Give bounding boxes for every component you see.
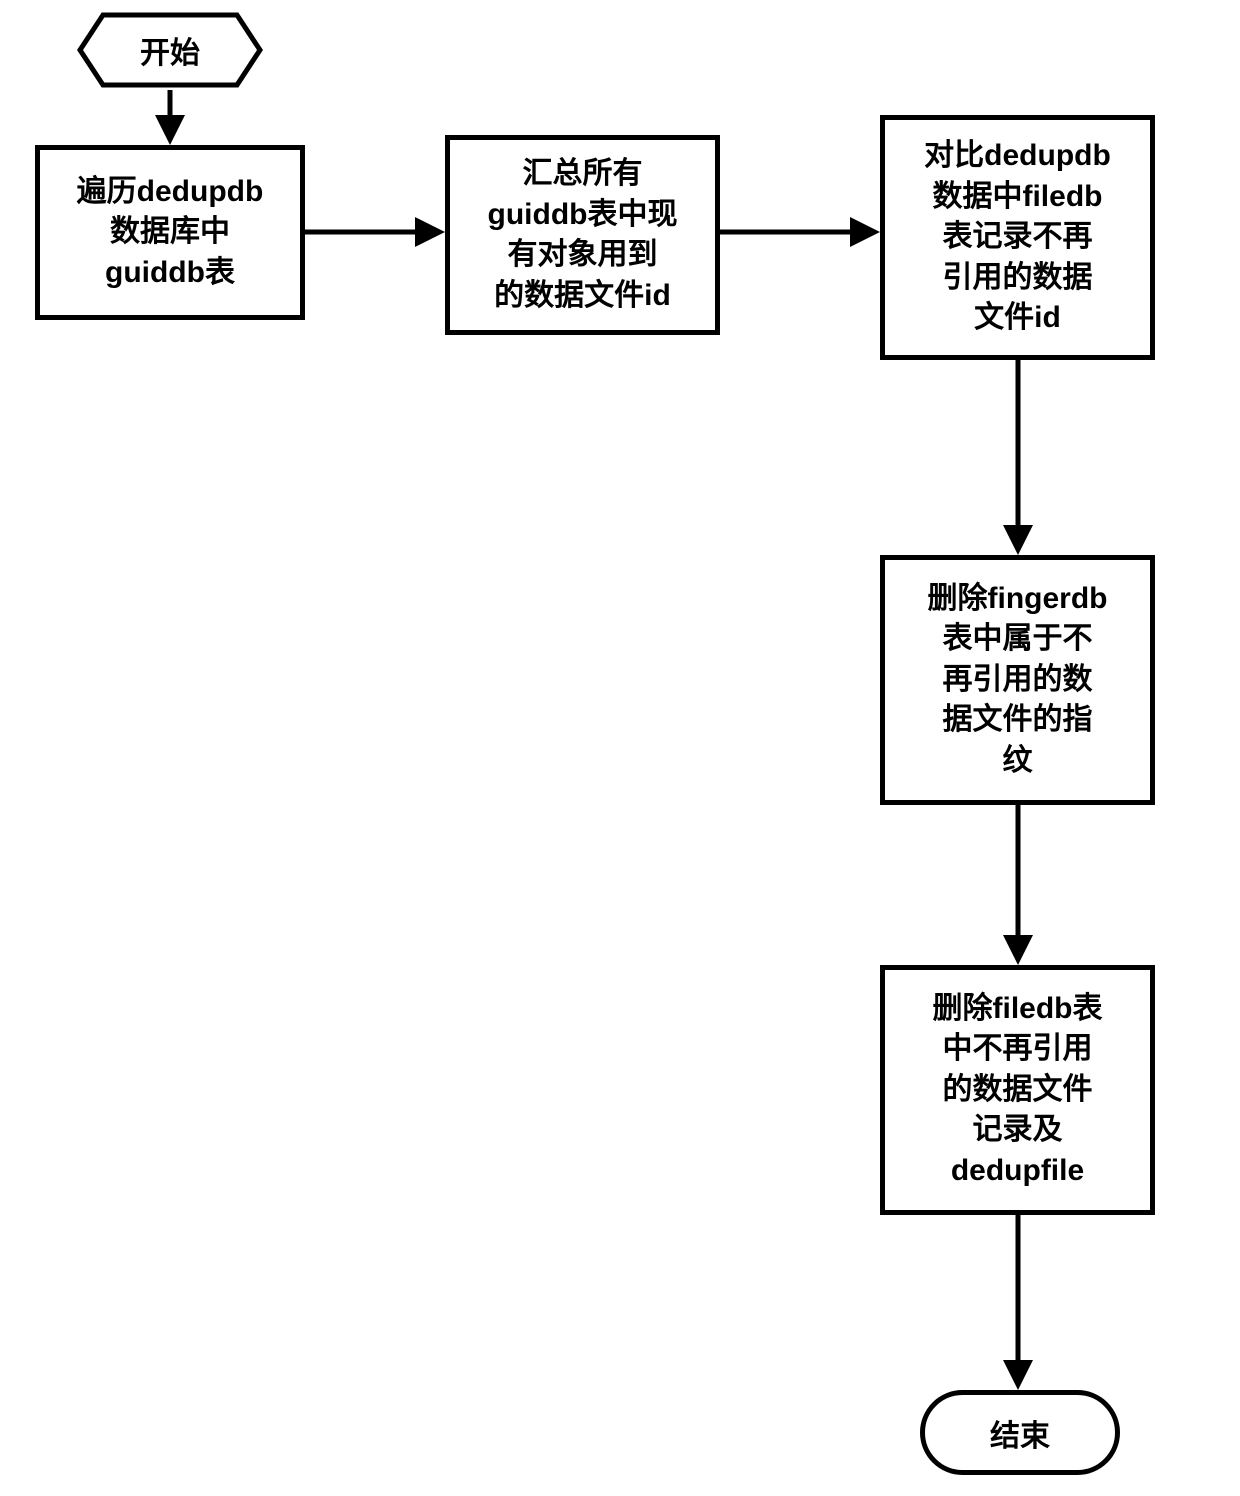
step2-node: 汇总所有 guiddb表中现 有对象用到 的数据文件id [445, 135, 720, 335]
step4-text: 删除fingerdb 表中属于不 再引用的数 据文件的指 纹 [928, 579, 1108, 782]
step5-text: 删除filedb表 中不再引用 的数据文件 记录及 dedupfile [933, 989, 1103, 1192]
step1-text: 遍历dedupdb 数据库中 guiddb表 [77, 172, 264, 294]
step3-text: 对比dedupdb 数据中filedb 表记录不再 引用的数据 文件id [924, 136, 1111, 339]
step4-node: 删除fingerdb 表中属于不 再引用的数 据文件的指 纹 [880, 555, 1155, 805]
step1-node: 遍历dedupdb 数据库中 guiddb表 [35, 145, 305, 320]
step5-node: 删除filedb表 中不再引用 的数据文件 记录及 dedupfile [880, 965, 1155, 1215]
step2-text: 汇总所有 guiddb表中现 有对象用到 的数据文件id [488, 154, 678, 316]
start-label: 开始 [75, 10, 265, 90]
start-text: 开始 [140, 28, 200, 72]
end-node: 结束 [920, 1390, 1120, 1475]
step3-node: 对比dedupdb 数据中filedb 表记录不再 引用的数据 文件id [880, 115, 1155, 360]
end-text: 结束 [990, 1411, 1050, 1455]
